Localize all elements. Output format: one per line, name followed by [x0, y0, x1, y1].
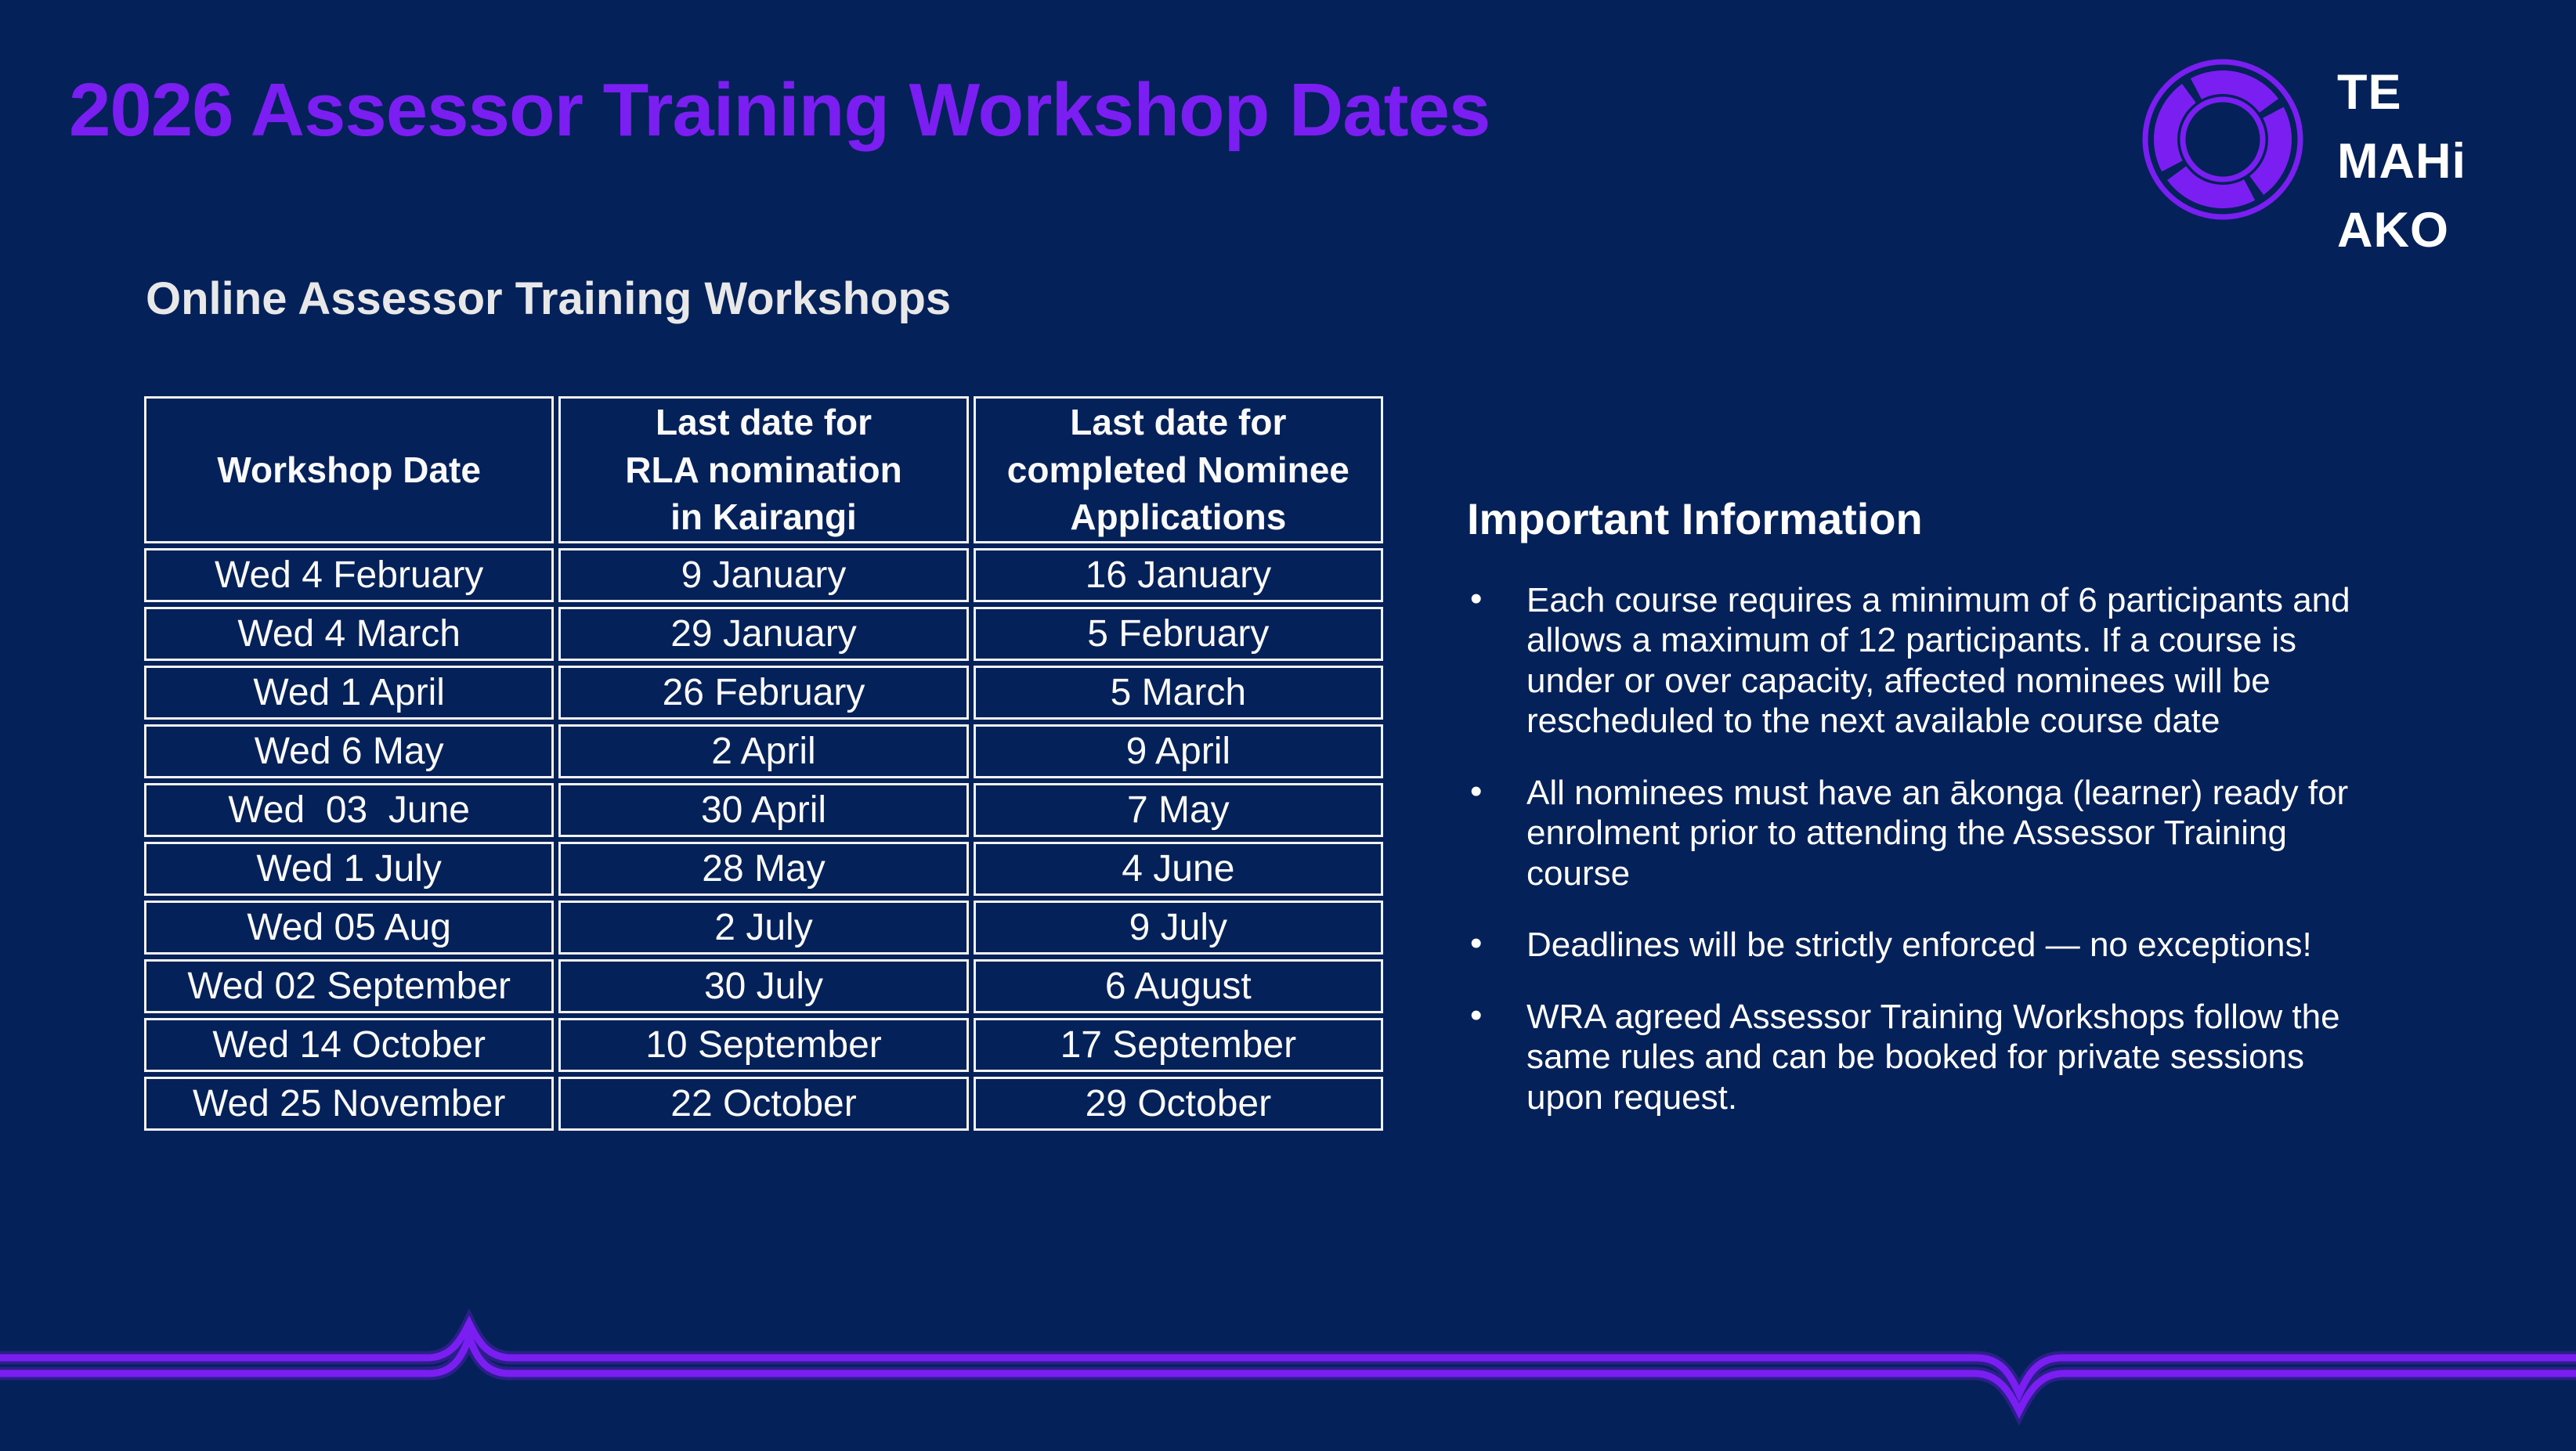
- table-cell: 6 August: [973, 959, 1383, 1014]
- column-header-rla-nomination: Last date for RLA nomination in Kairangi: [558, 396, 969, 544]
- table-cell: 28 May: [558, 842, 969, 897]
- table-cell: 29 January: [558, 607, 969, 662]
- section-subtitle: Online Assessor Training Workshops: [146, 273, 952, 324]
- info-bullet: Each course requires a minimum of 6 part…: [1467, 579, 2388, 742]
- table-cell: 17 September: [973, 1018, 1383, 1073]
- info-bullet: WRA agreed Assessor Training Workshops f…: [1467, 995, 2388, 1117]
- table-row: Wed 03 June 30 April 7 May: [144, 783, 1383, 838]
- workshop-dates-table: Workshop Date Last date for RLA nominati…: [139, 392, 1388, 1135]
- table-cell: 4 June: [973, 842, 1383, 897]
- table-cell: 30 July: [558, 959, 969, 1014]
- table-cell: 30 April: [558, 783, 969, 838]
- table-cell: 7 May: [973, 783, 1383, 838]
- table-row: Wed 6 May 2 April 9 April: [144, 724, 1383, 779]
- table-header-row: Workshop Date Last date for RLA nominati…: [144, 396, 1383, 544]
- table-cell: Wed 05 Aug: [144, 901, 555, 955]
- logo: TE MAHi AKO: [2130, 47, 2466, 265]
- table-row: Wed 4 March 29 January 5 February: [144, 607, 1383, 662]
- table-cell: Wed 1 July: [144, 842, 555, 897]
- info-heading: Important Information: [1467, 494, 1923, 543]
- logo-line-3: AKO: [2337, 203, 2449, 258]
- info-bullet-list: Each course requires a minimum of 6 part…: [1467, 579, 2438, 1117]
- table-row: Wed 02 September 30 July 6 August: [144, 959, 1383, 1014]
- table-cell: 9 January: [558, 548, 969, 603]
- table-cell: 26 February: [558, 666, 969, 720]
- table-row: Wed 05 Aug 2 July 9 July: [144, 901, 1383, 955]
- table-cell: 16 January: [973, 548, 1383, 603]
- column-header-nominee-applications: Last date for completed Nominee Applicat…: [973, 396, 1383, 544]
- table-cell: 2 July: [558, 901, 969, 955]
- table-cell: Wed 6 May: [144, 724, 555, 779]
- table-row: Wed 25 November 22 October 29 October: [144, 1077, 1383, 1132]
- table-cell: Wed 14 October: [144, 1018, 555, 1073]
- table-cell: Wed 4 February: [144, 548, 555, 603]
- table-row: Wed 1 April 26 February 5 March: [144, 666, 1383, 720]
- table-cell: 29 October: [973, 1077, 1383, 1132]
- info-bullet: Deadlines will be strictly enforced — no…: [1467, 923, 2388, 965]
- table-cell: Wed 02 September: [144, 959, 555, 1014]
- table-cell: 9 July: [973, 901, 1383, 955]
- table-cell: Wed 4 March: [144, 607, 555, 662]
- table-row: Wed 4 February 9 January 16 January: [144, 548, 1383, 603]
- table-body: Wed 4 February 9 January 16 January Wed 4 M…: [144, 548, 1383, 1132]
- table-cell: 22 October: [558, 1077, 969, 1132]
- table-cell: Wed 03 June: [144, 783, 555, 838]
- table-cell: 9 April: [973, 724, 1383, 779]
- info-bullet: All nominees must have an ākonga (learne…: [1467, 771, 2388, 893]
- table-cell: 5 March: [973, 666, 1383, 720]
- logo-wordmark: TE MAHi AKO: [2337, 58, 2466, 265]
- column-header-workshop-date: Workshop Date: [144, 396, 555, 544]
- logo-line-2: MAHi: [2337, 134, 2466, 189]
- table-row: Wed 1 July 28 May 4 June: [144, 842, 1383, 897]
- page-title: 2026 Assessor Training Workshop Dates: [69, 68, 1490, 152]
- logo-line-1: TE: [2337, 65, 2402, 120]
- logo-ring-icon: [2142, 59, 2303, 220]
- table-cell: 5 February: [973, 607, 1383, 662]
- table-cell: Wed 1 April: [144, 666, 555, 720]
- table-cell: 2 April: [558, 724, 969, 779]
- table-row: Wed 14 October 10 September 17 September: [144, 1018, 1383, 1073]
- important-information-section: Important Information Each course requir…: [1467, 493, 2438, 1149]
- table-cell: 10 September: [558, 1018, 969, 1073]
- table-cell: Wed 25 November: [144, 1077, 555, 1132]
- bottom-decorative-lines: [0, 1308, 2576, 1427]
